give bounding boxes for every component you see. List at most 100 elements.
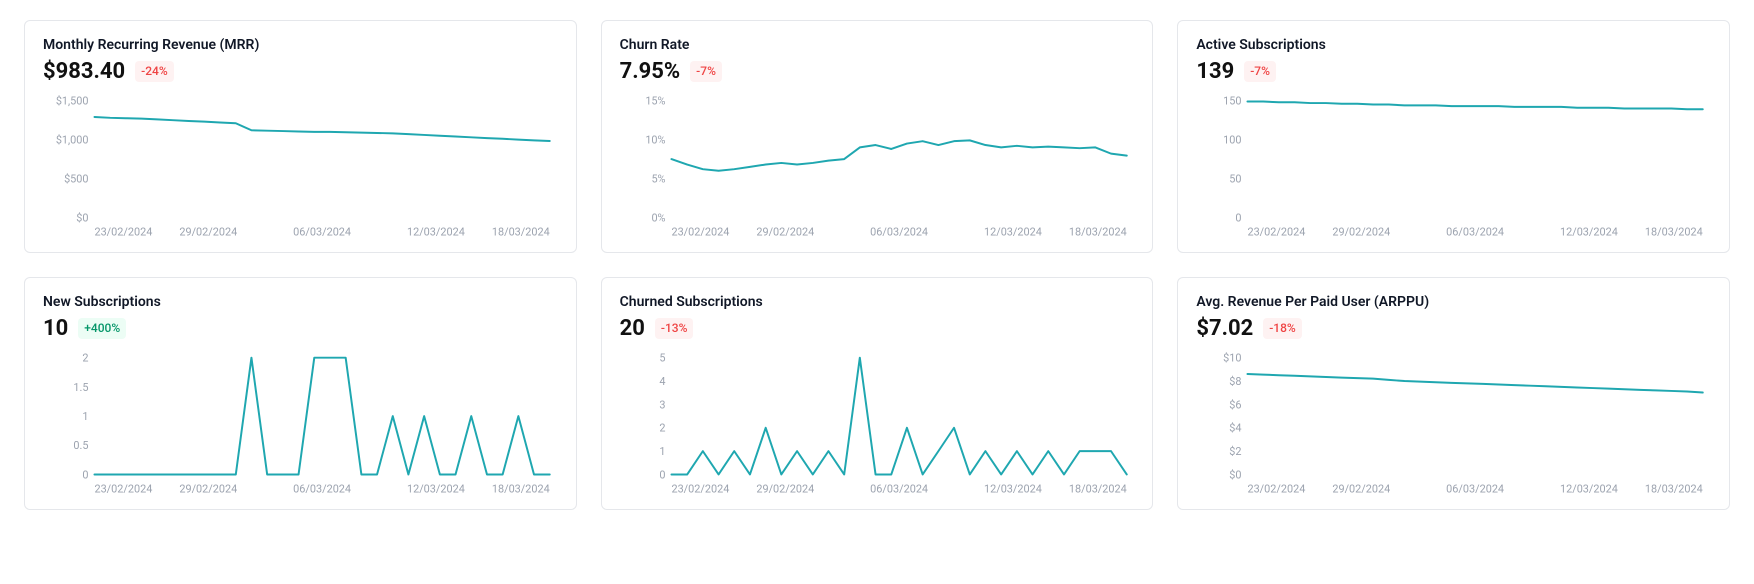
card-title: Avg. Revenue Per Paid User (ARPPU) [1196, 294, 1711, 310]
metric-card[interactable]: Active Subscriptions 139 -7% 0 50 100 150 23/02… [1177, 20, 1730, 253]
delta-badge: -7% [1244, 61, 1276, 82]
y-axis-label: 5% [651, 173, 665, 186]
metric-card[interactable]: Monthly Recurring Revenue (MRR) $983.40 -2… [24, 20, 577, 253]
x-axis-label: 12/03/2024 [407, 225, 465, 238]
y-axis-label: 0 [82, 468, 88, 481]
x-axis-label: 18/03/2024 [1645, 482, 1703, 495]
metric-card[interactable]: New Subscriptions 10 +400% 0 0.5 1 1.5 2 23/02/2… [24, 277, 577, 510]
x-axis-label: 18/03/2024 [1069, 225, 1127, 238]
metric-value: 10 [43, 316, 68, 341]
card-title: Active Subscriptions [1196, 37, 1711, 53]
x-axis-label: 12/03/2024 [407, 482, 465, 495]
metric-row: 20 -13% [620, 316, 1135, 341]
card-title: Monthly Recurring Revenue (MRR) [43, 37, 558, 53]
y-axis-label: $2 [1230, 445, 1242, 458]
metric-row: $7.02 -18% [1196, 316, 1711, 341]
y-axis-label: $1,000 [56, 134, 89, 147]
y-axis-label: 100 [1224, 134, 1242, 147]
y-axis-label: 0 [1236, 211, 1242, 224]
sparkline-chart: $0 $2 $4 $6 $8 $10 23/02/2024 29/02/2024 06/03/2… [1196, 349, 1711, 499]
metric-value: $983.40 [43, 59, 125, 84]
x-axis-label: 29/02/2024 [179, 225, 237, 238]
y-axis-label: 0 [659, 468, 665, 481]
x-axis-label: 12/03/2024 [1560, 482, 1618, 495]
x-axis-label: 06/03/2024 [870, 225, 928, 238]
delta-badge: -7% [690, 61, 722, 82]
x-axis-label: 29/02/2024 [1333, 225, 1391, 238]
metric-value: 139 [1196, 59, 1234, 84]
metric-card[interactable]: Churn Rate 7.95% -7% 0% 5% 10% 15% 23/02/2024 29… [601, 20, 1154, 253]
card-title: Churn Rate [620, 37, 1135, 53]
y-axis-label: 0% [651, 211, 665, 224]
y-axis-label: 50 [1230, 173, 1242, 186]
y-axis-label: 150 [1224, 95, 1242, 108]
y-axis-label: $4 [1230, 422, 1242, 435]
x-axis-label: 06/03/2024 [1447, 225, 1505, 238]
x-axis-label: 29/02/2024 [1333, 482, 1391, 495]
y-axis-label: 1.5 [73, 381, 88, 394]
y-axis-label: 5 [659, 352, 665, 365]
metric-row: 10 +400% [43, 316, 558, 341]
metric-row: 139 -7% [1196, 59, 1711, 84]
y-axis-label: 1 [659, 445, 665, 458]
x-axis-label: 23/02/2024 [671, 225, 729, 238]
y-axis-label: 10% [645, 134, 665, 147]
card-title: New Subscriptions [43, 294, 558, 310]
x-axis-label: 06/03/2024 [1447, 482, 1505, 495]
delta-badge: -13% [655, 318, 694, 339]
x-axis-label: 18/03/2024 [492, 225, 550, 238]
sparkline-chart: 0 1 2 3 4 5 23/02/2024 29/02/2024 06/03/2024 12/0… [620, 349, 1135, 499]
series-line [94, 358, 549, 475]
y-axis-label: 0.5 [73, 439, 88, 452]
y-axis-label: $10 [1224, 352, 1242, 365]
x-axis-label: 06/03/2024 [293, 225, 351, 238]
y-axis-label: 15% [645, 95, 665, 108]
delta-badge: -24% [135, 61, 174, 82]
y-axis-label: $6 [1230, 398, 1242, 411]
x-axis-label: 12/03/2024 [984, 225, 1042, 238]
series-line [671, 140, 1126, 170]
y-axis-label: 2 [82, 352, 88, 365]
x-axis-label: 12/03/2024 [1560, 225, 1618, 238]
delta-badge: +400% [78, 318, 126, 339]
y-axis-label: $1,500 [56, 95, 89, 108]
y-axis-label: $0 [1230, 468, 1242, 481]
y-axis-label: $8 [1230, 375, 1242, 388]
x-axis-label: 23/02/2024 [94, 225, 152, 238]
x-axis-label: 23/02/2024 [1248, 482, 1306, 495]
x-axis-label: 18/03/2024 [492, 482, 550, 495]
series-line [1248, 101, 1703, 109]
x-axis-label: 06/03/2024 [870, 482, 928, 495]
y-axis-label: 2 [659, 422, 665, 435]
metric-value: 7.95% [620, 59, 681, 84]
sparkline-chart: 0% 5% 10% 15% 23/02/2024 29/02/2024 06/03/2024… [620, 92, 1135, 242]
metric-value: 20 [620, 316, 645, 341]
x-axis-label: 23/02/2024 [94, 482, 152, 495]
metric-card[interactable]: Churned Subscriptions 20 -13% 0 1 2 3 4 5 23/02/2… [601, 277, 1154, 510]
sparkline-chart: 0 0.5 1 1.5 2 23/02/2024 29/02/2024 06/03/2024 1… [43, 349, 558, 499]
series-line [671, 358, 1126, 475]
series-line [1248, 374, 1703, 393]
x-axis-label: 23/02/2024 [671, 482, 729, 495]
x-axis-label: 18/03/2024 [1069, 482, 1127, 495]
y-axis-label: 4 [659, 375, 665, 388]
series-line [94, 117, 549, 141]
x-axis-label: 12/03/2024 [984, 482, 1042, 495]
metrics-grid: Monthly Recurring Revenue (MRR) $983.40 -2… [24, 20, 1730, 510]
y-axis-label: 3 [659, 398, 665, 411]
y-axis-label: $500 [64, 173, 88, 186]
x-axis-label: 06/03/2024 [293, 482, 351, 495]
card-title: Churned Subscriptions [620, 294, 1135, 310]
y-axis-label: 1 [82, 410, 88, 423]
x-axis-label: 18/03/2024 [1645, 225, 1703, 238]
metric-value: $7.02 [1196, 316, 1253, 341]
x-axis-label: 29/02/2024 [179, 482, 237, 495]
delta-badge: -18% [1263, 318, 1302, 339]
metric-row: 7.95% -7% [620, 59, 1135, 84]
sparkline-chart: $0$500$1,000$1,50023/02/202429/02/202406… [43, 92, 558, 242]
x-axis-label: 23/02/2024 [1248, 225, 1306, 238]
x-axis-label: 29/02/2024 [756, 225, 814, 238]
x-axis-label: 29/02/2024 [756, 482, 814, 495]
sparkline-chart: 0 50 100 150 23/02/2024 29/02/2024 06/03/2024 1… [1196, 92, 1711, 242]
metric-card[interactable]: Avg. Revenue Per Paid User (ARPPU) $7.02-… [1177, 277, 1730, 510]
